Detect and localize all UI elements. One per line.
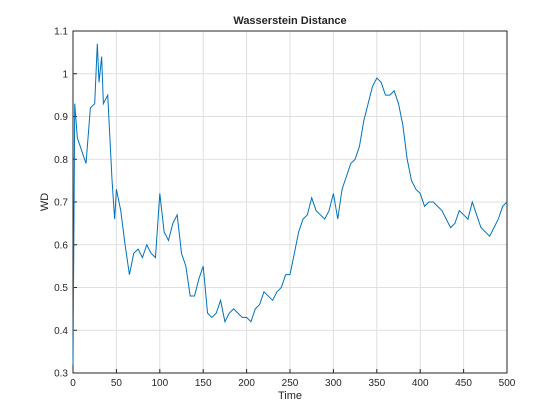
x-tick-label: 450 — [455, 378, 472, 389]
y-tick-label: 0.4 — [54, 326, 68, 337]
x-tick-label: 0 — [70, 378, 76, 389]
x-tick-label: 400 — [412, 378, 429, 389]
x-tick-label: 50 — [111, 378, 123, 389]
x-tick-label: 300 — [325, 378, 342, 389]
x-tick-label: 150 — [195, 378, 212, 389]
y-tick-label: 0.6 — [54, 240, 68, 251]
data-line — [72, 43, 508, 365]
y-tick-label: 1.1 — [54, 27, 68, 38]
y-tick-label: 0.8 — [54, 155, 68, 166]
y-tick-label: 1 — [62, 69, 68, 80]
y-tick-label: 0.3 — [54, 369, 68, 380]
y-tick-label: 0.9 — [54, 112, 68, 123]
chart-title: Wasserstein Distance — [233, 15, 346, 27]
x-tick-label: 100 — [151, 378, 168, 389]
x-tick-label: 200 — [238, 378, 255, 389]
x-tick-label: 250 — [282, 378, 299, 389]
x-axis-label: Time — [278, 390, 302, 402]
x-tick-label: 500 — [499, 378, 516, 389]
y-tick-label: 0.5 — [54, 283, 68, 294]
x-tick-label: 350 — [368, 378, 385, 389]
y-tick-label: 0.7 — [54, 198, 68, 209]
y-axis-label: WD — [39, 193, 51, 211]
